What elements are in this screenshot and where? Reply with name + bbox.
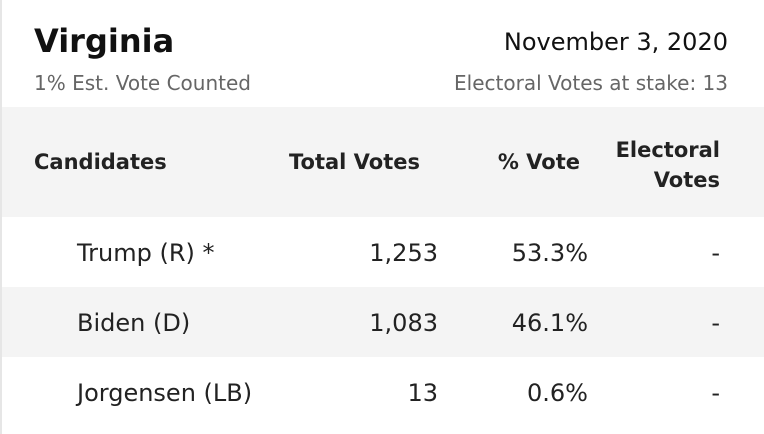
candidate-name: Jorgensen (LB) <box>77 379 253 407</box>
electoral-votes: - <box>711 309 720 337</box>
election-date: November 3, 2020 <box>503 28 728 56</box>
total-votes: 1,083 <box>369 309 438 337</box>
column-header: Candidates <box>34 150 167 174</box>
electoral-votes: - <box>711 379 720 407</box>
column-header: % Vote <box>497 150 580 174</box>
electoral-votes: - <box>711 239 720 267</box>
candidate-name: Biden (D) <box>77 309 191 337</box>
candidate-row: Biden (D) 1,083 46.1% - <box>2 287 764 357</box>
total-votes: 13 <box>407 379 438 407</box>
total-votes: 1,253 <box>369 239 438 267</box>
candidate-name: Trump (R) * <box>77 239 215 267</box>
vote-percent: 46.1% <box>511 309 588 337</box>
vote-percent: 0.6% <box>527 379 588 407</box>
column-header: Total Votes <box>289 150 420 174</box>
table-header: Candidates Total Votes % Vote Electoral … <box>2 107 764 217</box>
candidate-row: Jorgensen (LB) 13 0.6% - <box>2 357 764 427</box>
state-title: Virginia <box>34 22 175 60</box>
candidate-row: Trump (R) * 1,253 53.3% - <box>2 217 764 287</box>
vote-counted: 1% Est. Vote Counted <box>34 71 251 95</box>
vote-percent: 53.3% <box>511 239 588 267</box>
electoral-stake: Electoral Votes at stake: 13 <box>454 71 728 95</box>
column-header: Electoral Votes <box>615 138 720 192</box>
